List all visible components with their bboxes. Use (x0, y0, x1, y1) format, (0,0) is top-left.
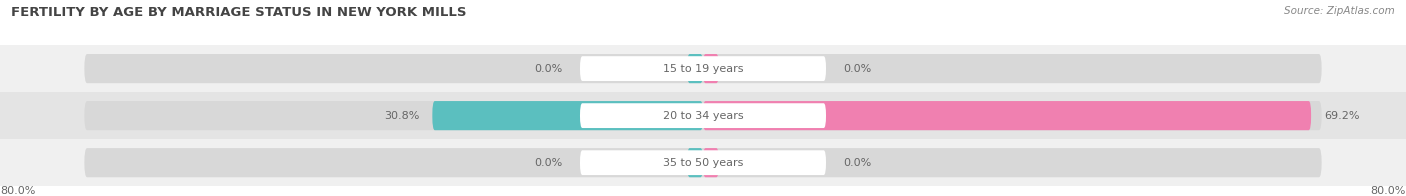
Text: Source: ZipAtlas.com: Source: ZipAtlas.com (1284, 6, 1395, 16)
Text: 0.0%: 0.0% (534, 64, 562, 74)
Text: 35 to 50 years: 35 to 50 years (662, 158, 744, 168)
FancyBboxPatch shape (703, 148, 718, 177)
Text: 80.0%: 80.0% (0, 186, 35, 196)
Text: 0.0%: 0.0% (844, 64, 872, 74)
Bar (0, 92, 1406, 139)
Bar (0, 45, 1406, 92)
FancyBboxPatch shape (433, 101, 703, 130)
Text: 20 to 34 years: 20 to 34 years (662, 111, 744, 121)
FancyBboxPatch shape (688, 54, 703, 83)
Text: 30.8%: 30.8% (384, 111, 419, 121)
FancyBboxPatch shape (581, 150, 827, 175)
Bar (0, 139, 1406, 186)
Text: FERTILITY BY AGE BY MARRIAGE STATUS IN NEW YORK MILLS: FERTILITY BY AGE BY MARRIAGE STATUS IN N… (11, 6, 467, 19)
Text: 15 to 19 years: 15 to 19 years (662, 64, 744, 74)
FancyBboxPatch shape (703, 101, 1312, 130)
FancyBboxPatch shape (703, 54, 718, 83)
FancyBboxPatch shape (581, 56, 827, 81)
Text: 69.2%: 69.2% (1324, 111, 1360, 121)
FancyBboxPatch shape (581, 103, 827, 128)
FancyBboxPatch shape (84, 101, 1322, 130)
FancyBboxPatch shape (688, 148, 703, 177)
Text: 0.0%: 0.0% (844, 158, 872, 168)
Text: 80.0%: 80.0% (1371, 186, 1406, 196)
FancyBboxPatch shape (84, 54, 1322, 83)
FancyBboxPatch shape (84, 148, 1322, 177)
Text: 0.0%: 0.0% (534, 158, 562, 168)
